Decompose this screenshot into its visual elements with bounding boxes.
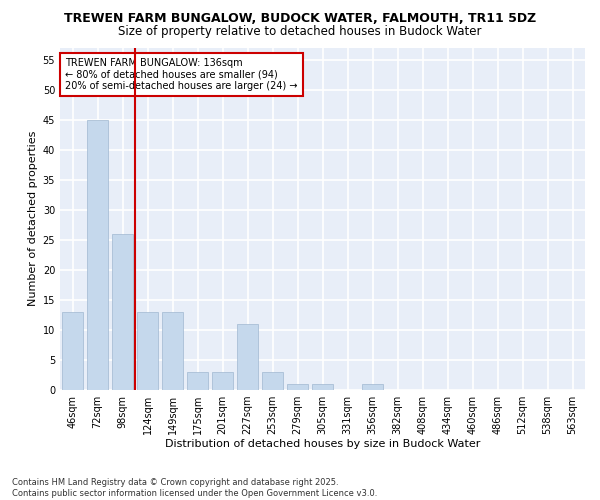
Bar (162, 312, 183, 390)
Bar (62, 312, 83, 390)
Text: Contains HM Land Registry data © Crown copyright and database right 2025.
Contai: Contains HM Land Registry data © Crown c… (12, 478, 377, 498)
Bar (112, 234, 133, 390)
Bar (87, 120, 108, 390)
Text: TREWEN FARM BUNGALOW: 136sqm
← 80% of detached houses are smaller (94)
20% of se: TREWEN FARM BUNGALOW: 136sqm ← 80% of de… (65, 58, 298, 91)
Bar (187, 372, 208, 390)
Bar (212, 372, 233, 390)
Bar (287, 384, 308, 390)
X-axis label: Distribution of detached houses by size in Budock Water: Distribution of detached houses by size … (165, 438, 480, 448)
Bar (312, 384, 333, 390)
Text: TREWEN FARM BUNGALOW, BUDOCK WATER, FALMOUTH, TR11 5DZ: TREWEN FARM BUNGALOW, BUDOCK WATER, FALM… (64, 12, 536, 26)
Y-axis label: Number of detached properties: Number of detached properties (28, 131, 38, 306)
Bar (237, 324, 258, 390)
Bar (362, 384, 383, 390)
Text: Size of property relative to detached houses in Budock Water: Size of property relative to detached ho… (118, 25, 482, 38)
Bar (262, 372, 283, 390)
Bar (137, 312, 158, 390)
